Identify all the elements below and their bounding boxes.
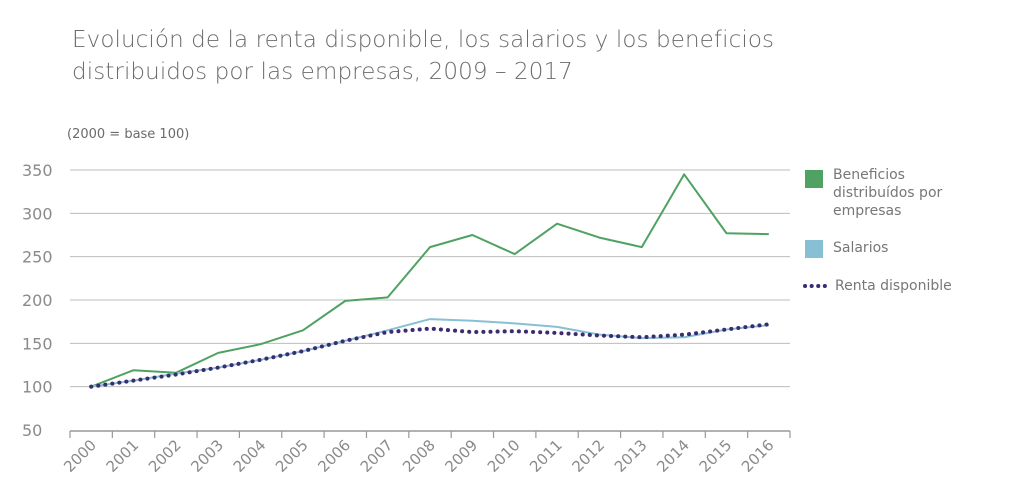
x-tick-label: 2010: [484, 436, 524, 476]
x-tick-label: 2005: [272, 436, 312, 476]
legend-dots-renta: [803, 276, 831, 294]
y-tick-label: 150: [22, 334, 53, 353]
x-tick-label: 2003: [187, 436, 227, 476]
series-line-beneficios: [90, 173, 769, 388]
x-tick-label: 2006: [314, 436, 354, 476]
legend-label-salarios: Salarios: [833, 240, 889, 256]
x-tick-label: 2002: [145, 436, 185, 476]
legend-swatch-beneficios: [805, 170, 823, 188]
x-tick-label: 2004: [230, 436, 270, 476]
legend-label-renta: Renta disponible: [835, 278, 952, 294]
legend: Beneficios distribuídos por empresas Sal…: [803, 166, 1020, 295]
chart-subtitle: (2000 = base 100): [67, 127, 190, 142]
y-tick-label: 300: [22, 204, 53, 223]
series-line-renta: [89, 322, 771, 389]
chart-title: Evolución de la renta disponible, los sa…: [72, 27, 775, 85]
x-tick-label: 2008: [399, 436, 439, 476]
x-tick-label: 2009: [441, 436, 481, 476]
y-tick-label: 200: [22, 291, 53, 310]
x-tick-label: 2011: [526, 436, 566, 476]
x-tick-label: 2015: [696, 436, 736, 476]
series-line-salarios: [91, 318, 769, 388]
x-tick-label: 2001: [103, 436, 143, 476]
x-axis: [69, 430, 791, 438]
y-tick-label: 50: [22, 421, 42, 440]
y-tick-label: 350: [22, 161, 53, 180]
x-tick-label: 2013: [611, 436, 651, 476]
y-axis-ticks: 350 300 250 200 150 100 50: [22, 161, 53, 440]
legend-item-beneficios: Beneficios distribuídos por empresas: [805, 166, 1020, 220]
x-tick-label: 2007: [357, 436, 397, 476]
x-axis-ticks: 2000 2001 2002 2003 2004 2005 2006 2007 2008 2009…: [60, 436, 777, 476]
x-tick-label: 2016: [738, 436, 778, 476]
x-tick-label: 2014: [653, 436, 693, 476]
legend-label-beneficios: Beneficios distribuídos por empresas: [833, 167, 943, 219]
legend-item-renta: Renta disponible: [803, 276, 1020, 295]
y-tick-label: 100: [22, 378, 53, 397]
series-lines: [89, 173, 771, 389]
y-tick-label: 250: [22, 248, 53, 267]
x-tick-label: 2000: [60, 436, 100, 476]
legend-dots-icon: [803, 284, 831, 288]
x-tick-label: 2012: [569, 436, 609, 476]
legend-swatch-salarios: [805, 240, 823, 258]
legend-item-salarios: Salarios: [805, 236, 1020, 258]
gridlines: [70, 169, 790, 388]
